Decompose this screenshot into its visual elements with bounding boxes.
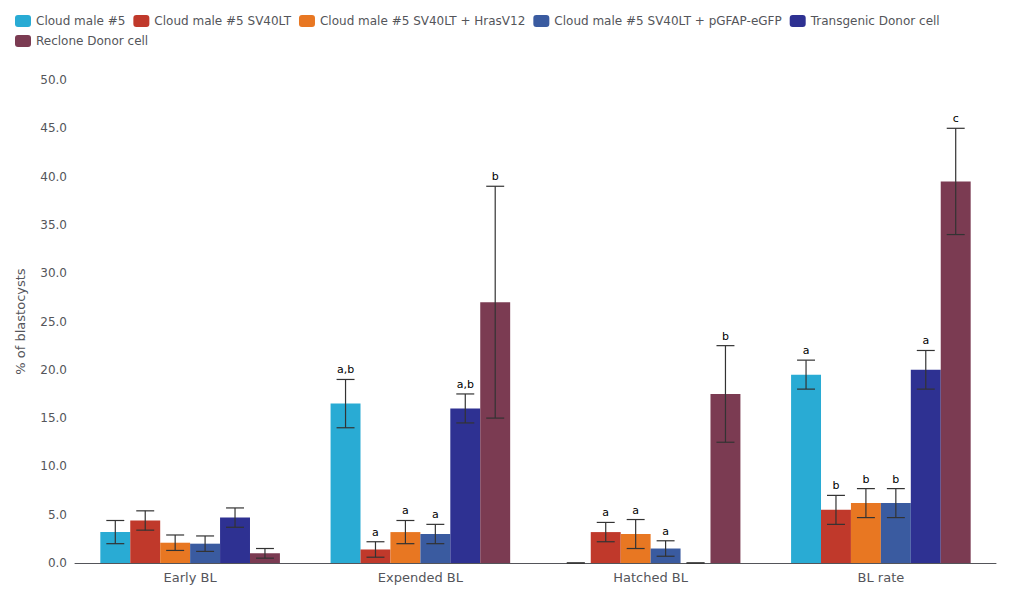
svg-text:b: b [862, 473, 869, 486]
svg-text:a,b: a,b [457, 378, 474, 391]
svg-text:c: c [953, 112, 959, 125]
svg-text:Cloud male #5: Cloud male #5 [36, 14, 125, 28]
svg-text:Reclone Donor cell: Reclone Donor cell [36, 34, 148, 48]
svg-text:a: a [402, 504, 409, 517]
svg-text:Expended BL: Expended BL [378, 570, 464, 585]
svg-text:Cloud male #5 SV40LT: Cloud male #5 SV40LT [154, 14, 291, 28]
svg-text:45.0: 45.0 [40, 121, 67, 135]
svg-text:5.0: 5.0 [48, 508, 67, 522]
svg-text:a: a [632, 504, 639, 517]
svg-text:b: b [492, 170, 499, 183]
svg-text:Hatched BL: Hatched BL [613, 570, 689, 585]
svg-text:10.0: 10.0 [40, 459, 67, 473]
svg-text:a: a [803, 344, 810, 357]
svg-text:40.0: 40.0 [40, 170, 67, 184]
svg-text:Early BL: Early BL [164, 570, 218, 585]
svg-text:Transgenic Donor cell: Transgenic Donor cell [810, 14, 940, 28]
svg-text:20.0: 20.0 [40, 363, 67, 377]
svg-text:% of blastocysts: % of blastocysts [13, 268, 28, 375]
svg-text:a: a [372, 526, 379, 539]
svg-text:a: a [662, 525, 669, 538]
svg-text:50.0: 50.0 [40, 73, 67, 87]
svg-text:a: a [432, 508, 439, 521]
svg-text:b: b [832, 479, 839, 492]
svg-text:Cloud male #5 SV40LT + HrasV12: Cloud male #5 SV40LT + HrasV12 [320, 14, 525, 28]
svg-text:a: a [602, 506, 609, 519]
svg-text:30.0: 30.0 [40, 266, 67, 280]
svg-text:a: a [922, 334, 929, 347]
svg-text:0.0: 0.0 [48, 556, 67, 570]
svg-text:a,b: a,b [337, 363, 354, 376]
svg-text:35.0: 35.0 [40, 218, 67, 232]
svg-text:b: b [722, 330, 729, 343]
svg-text:Cloud male #5 SV40LT + pGFAP-e: Cloud male #5 SV40LT + pGFAP-eGFP [554, 14, 781, 28]
svg-text:b: b [892, 473, 899, 486]
svg-text:BL rate: BL rate [858, 570, 905, 585]
svg-text:15.0: 15.0 [40, 411, 67, 425]
svg-text:25.0: 25.0 [40, 315, 67, 329]
